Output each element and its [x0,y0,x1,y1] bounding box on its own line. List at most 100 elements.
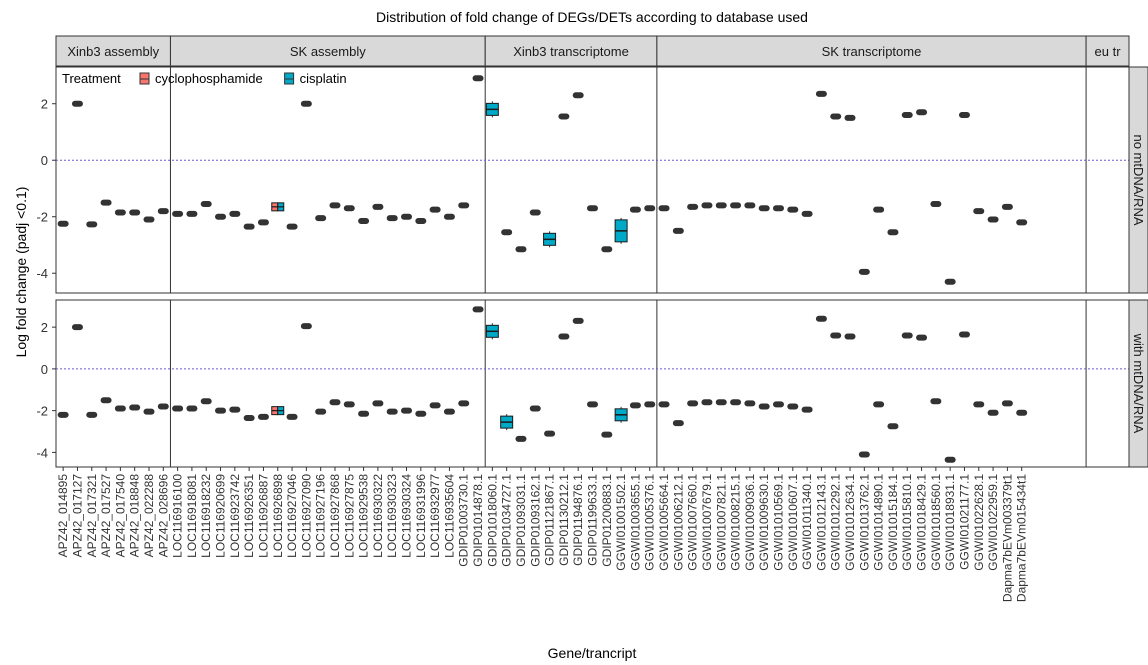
box-mark [71,324,83,331]
box-mark [629,206,641,213]
x-tick-label: GGWI01012634.1 [843,474,857,571]
box-mark [830,113,842,120]
box-mark [229,210,241,217]
box-mark [143,216,155,223]
x-tick-label: GGWI01005376.1 [643,474,657,571]
box-mark [229,406,241,413]
box-mark [701,202,713,209]
x-tick-label: LOC116916100 [171,474,185,558]
facet-label: eu tr [1095,44,1122,59]
box-mark [358,410,370,417]
box-mark [601,246,613,253]
x-tick-label: GGWI01018429.1 [915,474,929,571]
box-mark [515,435,527,442]
box-mark [901,332,913,339]
x-tick-label: GGWI01011340.1 [800,474,814,570]
x-tick-label: GGWI01008215.1 [729,474,743,571]
box-mark [687,400,699,407]
x-tick-label: GDIP01199633.1 [586,474,600,566]
box-mark [300,100,312,107]
box-mark [129,404,141,411]
x-tick-label: Dapma7bEVm003379t1 [1000,474,1014,602]
x-tick-label: LOC116927196 [314,474,328,558]
box-mark [758,205,770,212]
x-tick-label: LOC116930322 [371,474,385,558]
box-mark [1001,203,1013,210]
box-mark [186,405,198,412]
box-mark [958,112,970,119]
chart-title: Distribution of fold change of DEGs/DETs… [376,9,808,25]
x-tick-label: GGWI01010569.1 [771,474,785,571]
box-mark [386,408,398,415]
box-mark [157,208,169,215]
x-tick-label: LOC116931996 [414,474,428,558]
box-mark [443,408,455,415]
x-tick-label: GGWI01009036.1 [743,474,757,571]
box-mark [644,401,656,408]
panel-frame [55,66,1130,294]
box-mark [730,399,742,406]
x-tick-label: GGWI01014890.1 [872,474,886,571]
box-mark [100,397,112,404]
box-mark [672,420,684,427]
box-mark [572,92,584,99]
box-mark [71,100,83,107]
panel-strip [1128,299,1148,468]
box-mark [358,217,370,224]
box-mark [215,407,227,414]
y-axis-label: Log fold change (padj <0.1) [13,187,29,358]
facet-strip [1085,35,1130,67]
x-tick-label: LOC116923742 [228,474,242,558]
box-mark [143,408,155,415]
box-mark [887,423,899,430]
x-tick-label: LOC116932977 [428,474,442,558]
box-mark [1001,400,1013,407]
box-mark [844,333,856,340]
x-tick-label: GGWI01018931.1 [943,474,957,571]
box-mark [587,205,598,212]
facet-label: SK transcriptome [822,44,922,59]
x-tick-label: GGWI01022628.1 [972,474,986,571]
x-tick-label: LOC116920699 [214,474,228,558]
box-mark [57,411,69,418]
box-mark [629,402,641,409]
box-mark [415,217,427,224]
box-mark [415,410,427,417]
box-mark [386,215,398,222]
box-mark [958,331,970,338]
x-tick-label: LOC116926351 [242,474,256,558]
box-mark [730,202,742,209]
x-tick-label: GDIP01018060.1 [485,474,499,567]
box-mark [501,229,513,236]
y-tick-label: 0 [41,362,48,377]
facet-strip [484,35,658,67]
y-tick-label: 2 [41,320,48,335]
box-mark [443,213,455,220]
box-mark [858,268,870,275]
box-mark [744,400,756,407]
box-mark [458,400,470,407]
x-tick-label: GGWI01001502.1 [614,474,628,571]
x-tick-label: GGWI01003655.1 [628,474,642,571]
x-tick-label: GGWI01015184.1 [886,474,900,571]
x-tick-label: GGWI01005664.1 [657,474,671,571]
box-mark [472,306,484,313]
x-tick-label: GGWI01012292.1 [829,474,843,571]
box-mark [200,398,212,405]
box-mark [987,409,999,416]
box-mark [1016,219,1028,226]
x-tick-label: GGWI01007821.1 [714,474,728,571]
box-mark [458,202,470,209]
box-mark [257,413,269,420]
x-tick-label: GGWI01007660.1 [686,474,700,571]
box-mark [916,109,928,116]
box-mark [844,114,856,121]
x-tick-label: LOC116927046 [285,474,299,558]
box-mark [329,399,341,406]
box-mark [930,398,942,405]
box-mark [200,201,212,208]
x-tick-label: GGWI01007679.1 [700,474,714,571]
x-tick-label: LOC116927090 [299,474,313,558]
box-mark [472,75,484,82]
box-mark [887,229,899,236]
